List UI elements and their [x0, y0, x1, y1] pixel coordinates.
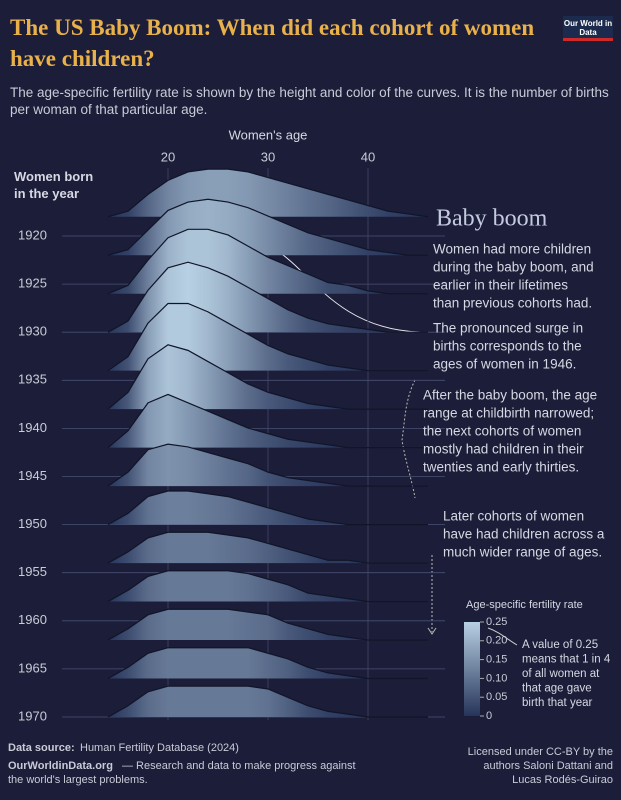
text: have had children across a: [443, 527, 605, 542]
chart-title: The US Baby Boom: When did each cohort o…: [10, 15, 535, 71]
ridge-fill: [62, 344, 445, 410]
text: that age gave: [522, 683, 592, 695]
subtitle-box: The age-specific fertility rate is shown…: [10, 85, 609, 117]
text: ages of women in 1946.: [433, 357, 576, 372]
text: OurWorldinData.org: [8, 760, 113, 772]
text: much wider range of ages.: [443, 545, 602, 560]
ridge-fill: [62, 229, 445, 294]
text: 1960: [18, 612, 47, 627]
text: 1935: [18, 372, 47, 387]
ridge-line: [107, 608, 428, 641]
text: 0.10: [486, 672, 507, 684]
text: than previous cohorts had.: [433, 296, 592, 311]
logo-bar: [563, 38, 613, 41]
ridge-line: [107, 228, 428, 295]
text: Human Fertility Database (2024): [80, 742, 239, 754]
ridge-fill: [62, 491, 445, 525]
text: 0.15: [486, 654, 507, 666]
text: Women's age: [229, 127, 308, 142]
logo: Our World in Data: [563, 19, 613, 37]
text: authors Saloni Dattani and: [483, 760, 613, 772]
text: 0: [486, 710, 492, 722]
text: 0.05: [486, 691, 507, 703]
text: range at childbirth narrowed;: [423, 406, 594, 421]
ridge-line: [107, 302, 428, 372]
ridge-fill: [62, 532, 445, 564]
text: 1940: [18, 420, 47, 435]
text: 1955: [18, 564, 47, 579]
text: 1925: [18, 276, 47, 291]
ridge-line: [107, 685, 428, 718]
ridge-line: [107, 393, 428, 449]
text: Women had more children: [433, 242, 591, 257]
text: 1970: [18, 708, 47, 723]
text: the next cohorts of women: [423, 424, 581, 439]
title-box: The US Baby Boom: When did each cohort o…: [10, 15, 535, 71]
colorbar: [464, 622, 480, 716]
text: 1920: [18, 227, 47, 242]
text: twenties and early thirties.: [423, 460, 579, 475]
text: — Research and data to make progress aga…: [122, 760, 356, 772]
ridge-line: [107, 344, 428, 410]
ridge-line: [107, 261, 428, 333]
ridge-fill: [62, 686, 445, 717]
ridge-line: [107, 647, 428, 680]
text: Later cohorts of women: [443, 509, 584, 524]
text: After the baby boom, the age: [423, 388, 597, 403]
text: The pronounced surge in: [433, 321, 583, 336]
ridge-line: [107, 531, 428, 564]
ridges: [62, 168, 445, 718]
text: Data source:: [8, 742, 75, 754]
text: births corresponds to the: [433, 339, 582, 354]
text: Age-specific fertility rate: [466, 599, 583, 611]
text: earlier in their lifetimes: [433, 278, 568, 293]
ridge-line: [107, 168, 429, 218]
subtitle: The age-specific fertility rate is shown…: [10, 85, 609, 117]
ridge-line: [107, 570, 428, 603]
bracket: [401, 379, 416, 499]
text: Baby boom: [436, 206, 548, 232]
ridge-fill: [62, 394, 445, 448]
text: 0.20: [486, 635, 507, 647]
arrow-head: [427, 627, 437, 635]
text: during the baby boom, and: [433, 260, 594, 275]
ridge-fill: [62, 444, 445, 487]
text: 1930: [18, 324, 47, 339]
text: means that 1 in 4: [522, 654, 611, 666]
ridge-line: [107, 443, 428, 487]
ridge-fill: [62, 647, 445, 679]
text: 40: [361, 149, 375, 164]
note-arrow: [487, 627, 518, 646]
text: of all women at: [522, 668, 600, 680]
text: birth that year: [522, 697, 592, 709]
ridge-fill: [62, 609, 445, 641]
y-label-box: Women born in the year: [14, 169, 94, 201]
text: 1950: [18, 516, 47, 531]
ridge-fill: [62, 570, 445, 602]
logo-text: Our World in Data: [563, 19, 613, 37]
text: 1965: [18, 660, 47, 675]
text: 20: [161, 149, 175, 164]
text: Licensed under CC-BY by the: [468, 746, 613, 758]
logo-box: [563, 16, 613, 40]
ridge-line: [107, 198, 428, 256]
text: Lucas Rodés-Guirao: [512, 774, 613, 786]
text: 0.25: [486, 616, 507, 628]
ridge-fill: [62, 169, 445, 217]
text: the world's largest problems.: [8, 774, 148, 786]
y-axis-label: Women born in the year: [14, 169, 94, 201]
text: 30: [261, 149, 275, 164]
text: A value of 0.25: [522, 639, 598, 651]
ridge-line: [107, 490, 428, 526]
ridge-fill: [62, 199, 445, 256]
text: mostly had children in their: [423, 442, 584, 457]
text: 1945: [18, 468, 47, 483]
